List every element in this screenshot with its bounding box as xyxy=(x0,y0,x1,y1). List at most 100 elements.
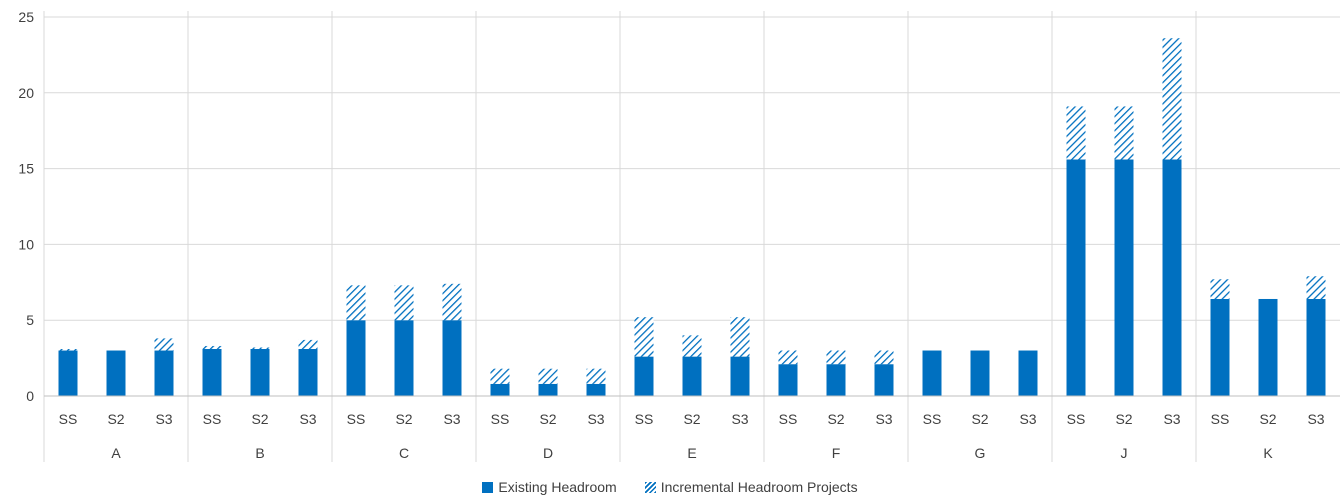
bar-existing xyxy=(730,356,750,396)
x-subcategory-label: S3 xyxy=(443,411,460,427)
bar-incremental xyxy=(490,368,510,384)
bar-existing xyxy=(538,383,558,396)
bar-existing xyxy=(250,349,270,396)
y-tick-label: 5 xyxy=(26,312,34,328)
x-subcategory-label: SS xyxy=(347,411,366,427)
bar-existing xyxy=(634,356,654,396)
bar-existing xyxy=(58,350,78,396)
stacked-bar-chart: 0 5 10 15 20 25 SS S2 S3 A SS S2 S3 B SS S2 S3 C SS S2 S3 D SS… xyxy=(18,9,1340,462)
bar-existing xyxy=(490,383,510,396)
bar-incremental xyxy=(634,317,654,357)
x-subcategory-label: S2 xyxy=(539,411,556,427)
bar-existing xyxy=(682,356,702,396)
bar-incremental xyxy=(1066,106,1086,160)
y-tick-label: 15 xyxy=(18,161,34,177)
x-group-label: A xyxy=(111,445,121,461)
y-tick-label: 25 xyxy=(18,9,34,25)
bar-incremental xyxy=(826,350,846,365)
bar-existing xyxy=(106,350,126,396)
bar-incremental xyxy=(538,368,558,384)
bar-existing xyxy=(1210,298,1230,396)
x-subcategory-label: SS xyxy=(491,411,510,427)
y-tick-label: 10 xyxy=(18,236,34,252)
x-group-label: B xyxy=(255,445,264,461)
x-subcategory-label: S2 xyxy=(827,411,844,427)
bar-incremental xyxy=(874,350,894,365)
axes: 0 5 10 15 20 25 SS S2 S3 A SS S2 S3 B SS S2 S3 C SS S2 S3 D SS… xyxy=(18,9,1340,461)
x-group-label: J xyxy=(1121,445,1128,461)
bar-existing xyxy=(1018,350,1038,396)
legend-item-incremental: Incremental Headroom Projects xyxy=(644,478,858,496)
bar-incremental xyxy=(298,339,318,350)
bar-existing xyxy=(922,350,942,396)
bar-existing xyxy=(826,364,846,396)
x-group-label: D xyxy=(543,445,553,461)
bar-existing xyxy=(154,350,174,396)
x-subcategory-label: S3 xyxy=(587,411,604,427)
legend: Existing Headroom Incremental Headroom P… xyxy=(0,478,1340,496)
bar-existing xyxy=(1066,159,1086,396)
x-subcategory-label: SS xyxy=(59,411,78,427)
x-subcategory-label: S3 xyxy=(731,411,748,427)
x-subcategory-label: SS xyxy=(779,411,798,427)
x-subcategory-label: S2 xyxy=(107,411,124,427)
legend-item-existing: Existing Headroom xyxy=(482,478,617,496)
x-subcategory-label: SS xyxy=(635,411,654,427)
x-subcategory-label: SS xyxy=(923,411,942,427)
bar-incremental xyxy=(1162,38,1182,160)
x-subcategory-label: S2 xyxy=(395,411,412,427)
x-subcategory-label: S3 xyxy=(875,411,892,427)
bars xyxy=(58,38,1326,396)
x-subcategory-label: SS xyxy=(1211,411,1230,427)
bar-existing xyxy=(442,320,462,396)
bar-incremental xyxy=(250,347,270,350)
legend-swatch-hatch xyxy=(644,481,656,493)
bar-incremental xyxy=(346,285,366,321)
bar-incremental xyxy=(730,317,750,357)
y-tick-label: 20 xyxy=(18,85,34,101)
x-subcategory-label: S2 xyxy=(251,411,268,427)
bar-existing xyxy=(298,349,318,396)
bar-existing xyxy=(1258,298,1278,396)
bar-incremental xyxy=(682,335,702,357)
x-subcategory-label: S3 xyxy=(1019,411,1036,427)
legend-label-incremental: Incremental Headroom Projects xyxy=(660,479,858,495)
x-group-label: C xyxy=(399,445,409,461)
x-subcategory-label: S3 xyxy=(1163,411,1180,427)
bar-existing xyxy=(346,320,366,396)
x-subcategory-label: S2 xyxy=(1115,411,1132,427)
bar-existing xyxy=(1114,159,1134,396)
legend-swatch-solid xyxy=(482,481,494,493)
x-subcategory-label: S3 xyxy=(299,411,316,427)
x-group-label: F xyxy=(832,445,841,461)
bar-incremental xyxy=(442,283,462,321)
bar-incremental xyxy=(586,368,606,384)
y-tick-label: 0 xyxy=(26,388,34,404)
x-subcategory-label: S2 xyxy=(683,411,700,427)
bar-incremental xyxy=(1114,106,1134,160)
bar-existing xyxy=(586,383,606,396)
x-group-label: G xyxy=(975,445,986,461)
x-group-label: K xyxy=(1263,445,1273,461)
bar-incremental xyxy=(778,350,798,365)
bar-incremental xyxy=(1306,276,1326,299)
bar-existing xyxy=(1306,298,1326,396)
bar-existing xyxy=(778,364,798,396)
bar-existing xyxy=(202,349,222,396)
bar-incremental xyxy=(58,349,78,351)
x-group-label: E xyxy=(687,445,696,461)
bar-existing xyxy=(1162,159,1182,396)
bar-existing xyxy=(874,364,894,396)
x-subcategory-label: S3 xyxy=(1307,411,1324,427)
x-subcategory-label: SS xyxy=(203,411,222,427)
gridlines xyxy=(43,11,1340,462)
bar-incremental xyxy=(394,285,414,321)
legend-label-existing: Existing Headroom xyxy=(498,479,617,495)
x-subcategory-label: S2 xyxy=(1259,411,1276,427)
x-subcategory-label: SS xyxy=(1067,411,1086,427)
x-subcategory-label: S3 xyxy=(155,411,172,427)
bar-incremental xyxy=(202,345,222,350)
bar-incremental xyxy=(154,338,174,351)
x-subcategory-label: S2 xyxy=(971,411,988,427)
bar-existing xyxy=(394,320,414,396)
